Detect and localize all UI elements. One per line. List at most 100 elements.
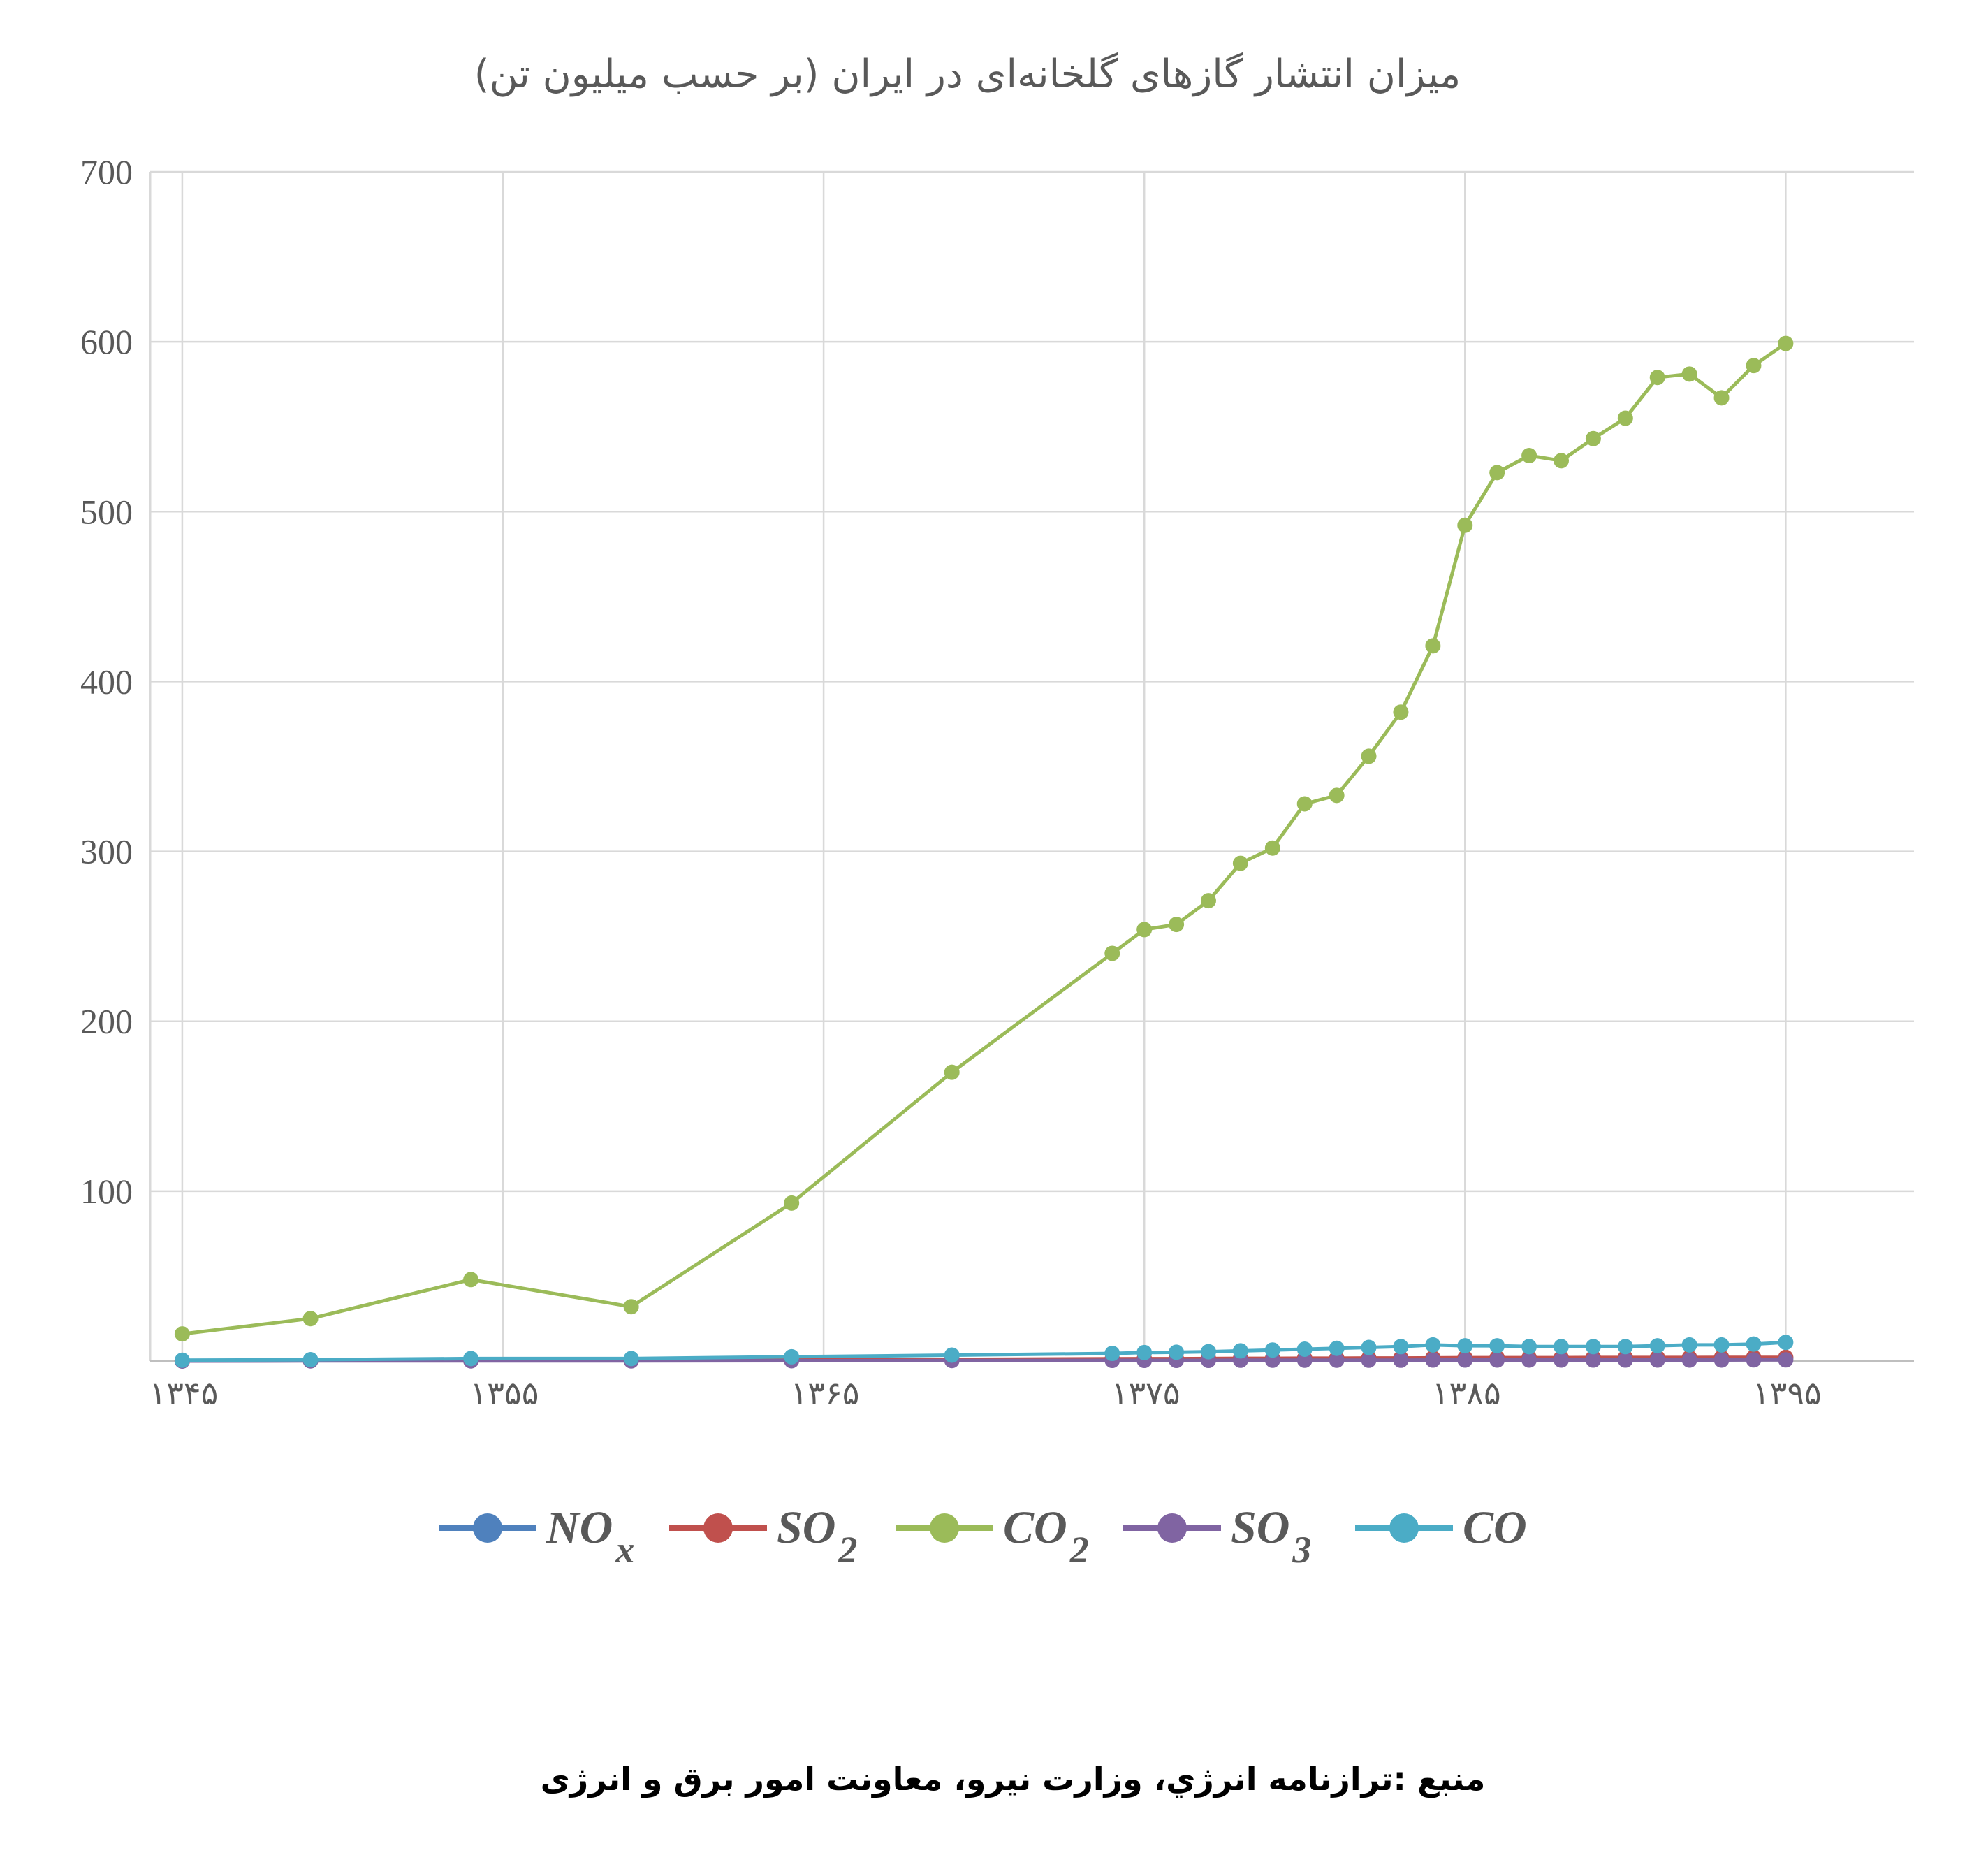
data-point xyxy=(784,1348,800,1365)
data-point xyxy=(1329,787,1345,804)
legend-item: CO xyxy=(1355,1502,1527,1553)
legend-label: SO3 xyxy=(1231,1502,1311,1571)
data-point xyxy=(1104,1346,1120,1362)
data-point xyxy=(1296,1352,1313,1368)
y-tick-label: 200 xyxy=(80,1002,133,1041)
data-point xyxy=(1585,1352,1601,1368)
data-point xyxy=(1617,1339,1633,1355)
data-point xyxy=(1169,917,1185,933)
data-point xyxy=(302,1352,319,1368)
data-point xyxy=(1169,1344,1185,1360)
series-line xyxy=(182,1358,1786,1363)
data-point xyxy=(1681,1337,1697,1353)
series-group xyxy=(174,335,1794,1369)
legend-item: SO2 xyxy=(669,1502,857,1571)
data-point xyxy=(944,1064,960,1080)
y-tick-label: 600 xyxy=(80,322,133,361)
data-point xyxy=(1425,1352,1441,1368)
legend-label: CO xyxy=(1463,1502,1527,1553)
x-tick-label: ۱۳۶۵ xyxy=(791,1374,860,1412)
data-point xyxy=(1554,1352,1569,1368)
data-point xyxy=(1617,410,1633,426)
legend-marker xyxy=(1389,1513,1419,1543)
data-point xyxy=(1713,1337,1730,1353)
data-point xyxy=(1232,855,1248,871)
y-axis-ticks: 100 200 300 400 500 600 700 xyxy=(80,152,133,1211)
grid xyxy=(150,170,1914,1361)
data-point xyxy=(174,1326,190,1342)
data-point xyxy=(1393,1339,1409,1355)
data-point xyxy=(1713,1352,1730,1368)
legend-item: NOx xyxy=(439,1502,634,1571)
data-point xyxy=(1521,1352,1537,1368)
data-point xyxy=(1264,840,1280,856)
data-point xyxy=(623,1299,639,1315)
data-point xyxy=(1521,448,1537,464)
data-point xyxy=(1649,1338,1665,1354)
data-point xyxy=(623,1351,639,1367)
x-tick-label: ۱۳۷۵ xyxy=(1111,1374,1181,1412)
x-tick-label: ۱۳۵۵ xyxy=(470,1374,539,1412)
data-point xyxy=(1296,796,1313,812)
data-point xyxy=(1746,1352,1762,1368)
data-point xyxy=(1489,1352,1505,1368)
y-tick-label: 700 xyxy=(80,152,133,191)
data-point xyxy=(1681,1352,1697,1368)
data-point xyxy=(463,1351,479,1367)
data-point xyxy=(1649,370,1665,386)
data-point xyxy=(1778,335,1794,351)
series-line xyxy=(182,342,1787,1336)
data-point xyxy=(1264,1342,1280,1358)
x-tick-label: ۱۳۹۵ xyxy=(1753,1374,1822,1412)
data-point xyxy=(1136,922,1153,938)
data-point xyxy=(1329,1352,1345,1368)
data-point xyxy=(1746,1336,1762,1352)
data-point xyxy=(1329,1340,1345,1356)
data-point xyxy=(1393,704,1409,720)
x-tick-label: ۱۳۸۵ xyxy=(1432,1374,1501,1412)
data-point xyxy=(1617,1352,1633,1368)
chart-title: میزان انتشار گازهای گلخانه‌ای در ایران (… xyxy=(474,52,1461,97)
data-point xyxy=(1554,453,1569,469)
x-tick-label: ۱۳۴۵ xyxy=(149,1374,218,1412)
data-point xyxy=(463,1272,479,1288)
axes xyxy=(149,172,1914,1362)
data-point xyxy=(1104,945,1120,961)
data-point xyxy=(174,1352,190,1368)
data-point xyxy=(1778,1352,1794,1368)
data-point xyxy=(1649,1352,1665,1368)
y-tick-label: 400 xyxy=(80,662,133,701)
data-point xyxy=(1489,465,1505,481)
data-point xyxy=(1296,1341,1313,1357)
data-point xyxy=(302,1311,319,1327)
data-point xyxy=(1681,366,1697,382)
data-point xyxy=(1232,1343,1248,1359)
series-2 xyxy=(174,335,1794,1342)
data-point xyxy=(1425,638,1441,654)
data-point xyxy=(1361,748,1377,764)
data-point xyxy=(1136,1344,1153,1360)
series-line xyxy=(182,1340,1786,1362)
data-point xyxy=(1521,1339,1537,1355)
x-axis-ticks: ۱۳۴۵ ۱۳۵۵ ۱۳۶۵ ۱۳۷۵ ۱۳۸۵ ۱۳۹۵ xyxy=(149,1374,1821,1412)
data-point xyxy=(1713,390,1730,406)
legend-marker xyxy=(1157,1513,1187,1543)
data-point xyxy=(1201,893,1216,909)
data-point xyxy=(1585,430,1601,446)
source-note: منبع :ترازنامه انرژي، وزارت نيرو، معاونت… xyxy=(541,1760,1486,1798)
legend-item: CO2 xyxy=(896,1502,1089,1571)
legend-item: SO3 xyxy=(1123,1502,1311,1571)
data-point xyxy=(1746,358,1762,374)
legend: NOx SO2 CO2 SO3 CO xyxy=(439,1502,1527,1571)
legend-marker xyxy=(473,1513,502,1543)
data-point xyxy=(1201,1344,1216,1360)
data-point xyxy=(784,1195,800,1211)
data-point xyxy=(1585,1339,1601,1355)
legend-marker xyxy=(703,1513,733,1543)
legend-label: NOx xyxy=(546,1502,634,1571)
legend-marker xyxy=(930,1513,959,1543)
data-point xyxy=(1457,1338,1473,1354)
legend-label: CO2 xyxy=(1003,1502,1089,1571)
data-point xyxy=(1778,1335,1794,1351)
